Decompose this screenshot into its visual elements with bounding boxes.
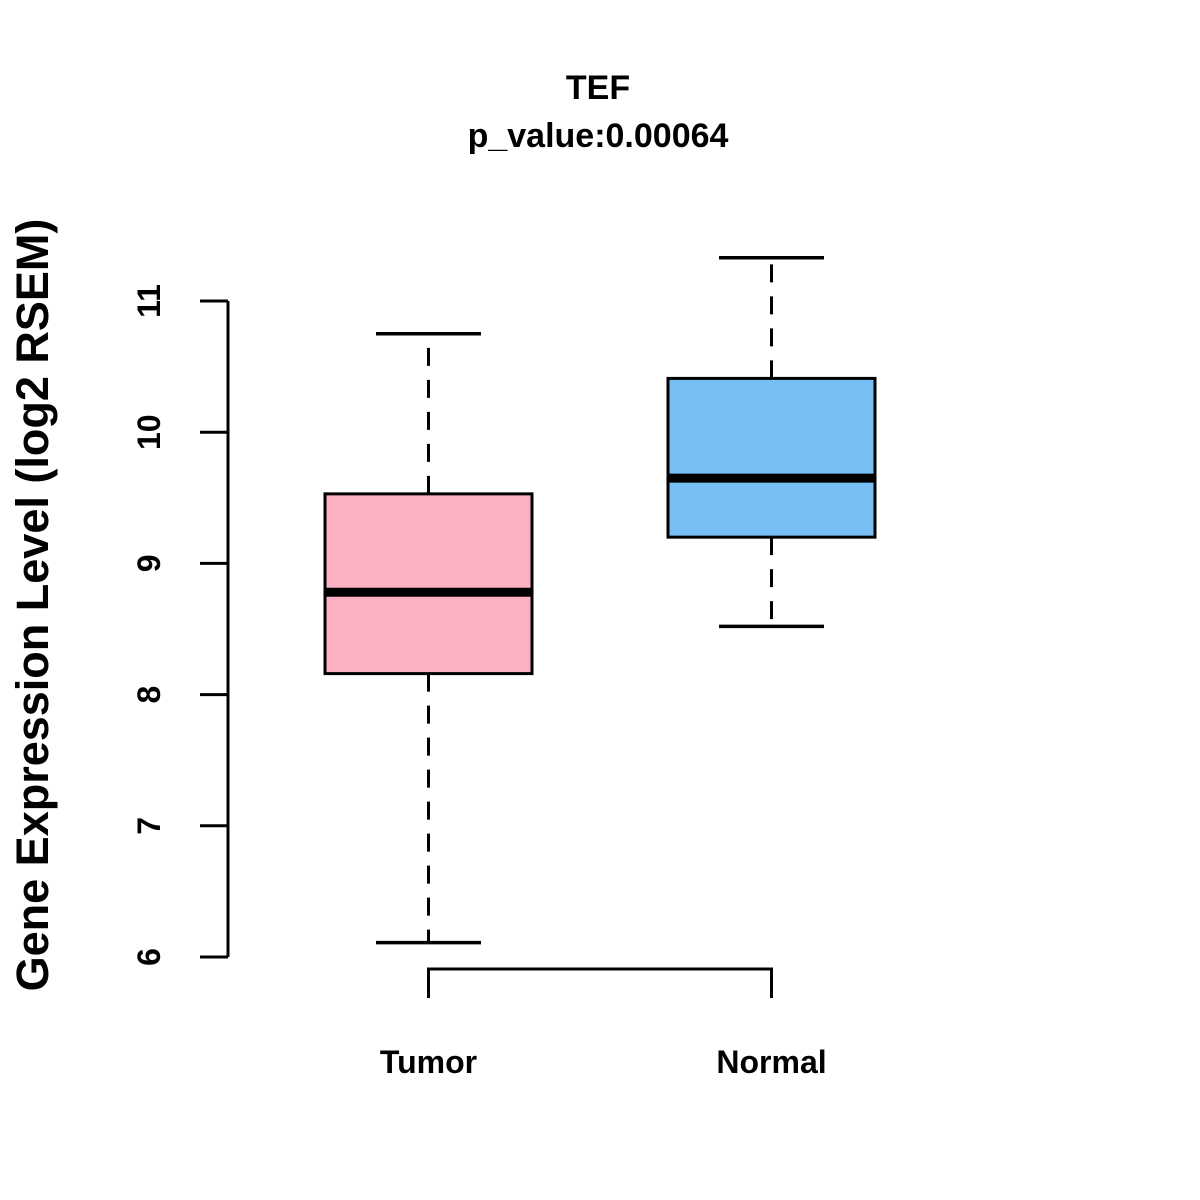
y-axis-tick-label: 11 [131,284,167,318]
y-axis-tick-label: 9 [131,555,167,573]
x-axis-bracket [427,967,773,998]
x-axis-label-normal: Normal [716,1044,826,1080]
box-rect [323,492,534,676]
chart-subtitle: p_value:0.00064 [467,117,729,155]
y-axis-tick-label: 6 [131,948,167,966]
chart-title: TEF [565,69,631,107]
box-group-tumor [323,332,534,945]
box-rect [666,376,877,539]
y-axis-tick-label: 7 [131,817,167,835]
box-group-normal [666,255,877,629]
y-axis-tick-label: 10 [131,414,167,450]
x-axis-label-tumor: Tumor [380,1044,477,1080]
y-axis-tick-label: 8 [131,686,167,704]
